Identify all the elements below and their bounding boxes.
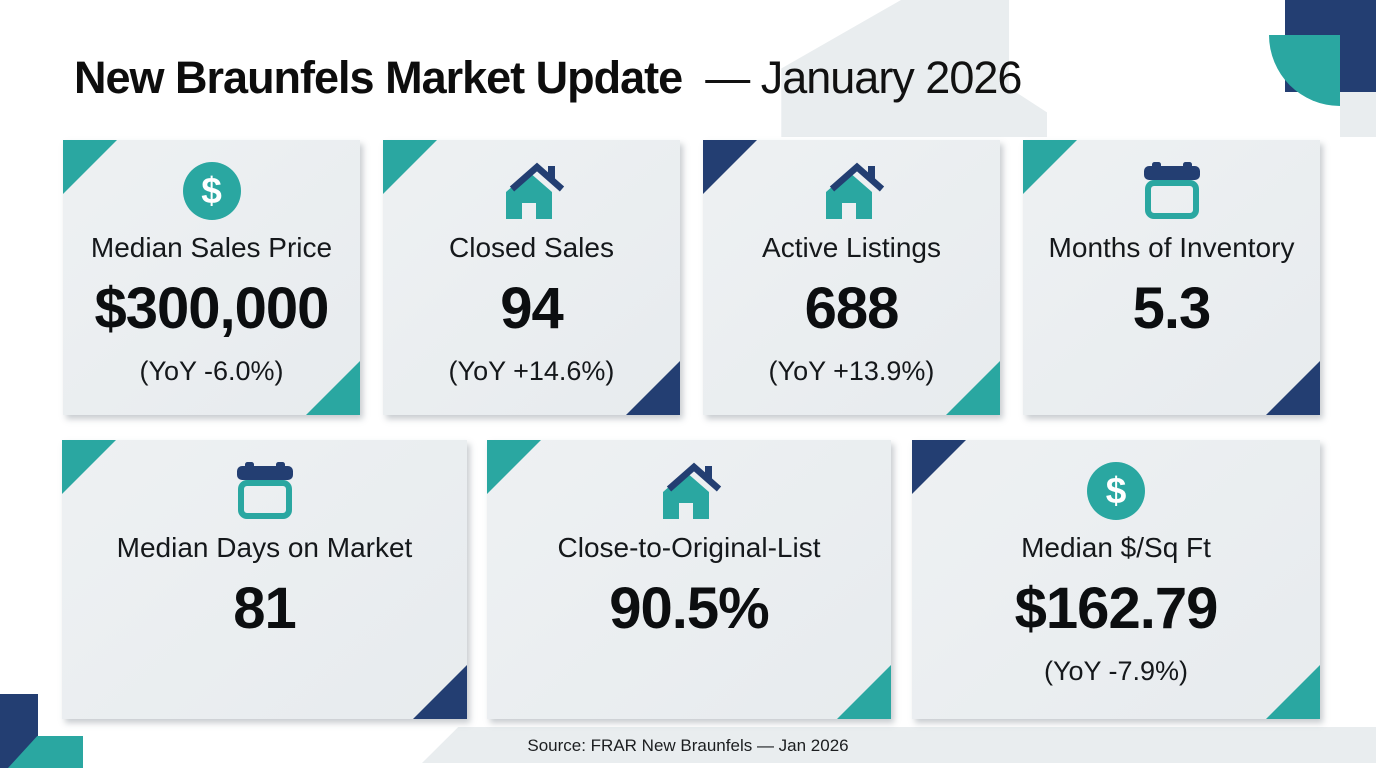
calendar-icon	[1023, 162, 1320, 220]
house-icon	[383, 162, 680, 222]
calendar-icon	[62, 462, 467, 520]
page-title: New Braunfels Market Update — January 20…	[74, 52, 1022, 104]
stat-value: 688	[804, 276, 900, 341]
decor-footer-band	[422, 727, 1376, 763]
stat-card-median-sales-price: $ Median Sales Price $300,000 (YoY -6.0%…	[63, 140, 360, 415]
stat-value: 90.5%	[609, 576, 769, 641]
source-attribution: Source: FRAR New Braunfels — Jan 2026	[527, 736, 849, 755]
stat-yoy: (YoY -6.0%)	[139, 356, 284, 386]
decor-teal-quarter-circle	[1269, 35, 1340, 106]
corner-triangle-teal	[837, 665, 891, 719]
house-icon	[487, 462, 891, 522]
stat-yoy: (YoY +14.6%)	[448, 356, 615, 386]
stat-card-months-of-inventory: Months of Inventory 5.3	[1023, 140, 1320, 415]
corner-triangle-navy	[413, 665, 467, 719]
dollar-icon: $	[63, 162, 360, 220]
stat-label: Closed Sales	[449, 232, 614, 263]
stat-label: Median Days on Market	[116, 532, 413, 563]
stat-card-median-days-on-market: Median Days on Market 81	[62, 440, 467, 719]
stat-value: 81	[233, 576, 297, 641]
page-title-main: New Braunfels Market Update	[74, 52, 683, 103]
house-icon	[703, 162, 1000, 222]
stat-label: Months of Inventory	[1048, 232, 1295, 263]
stat-value: 94	[500, 276, 564, 341]
stat-label: Median Sales Price	[90, 232, 333, 263]
decor-grey-strip	[1340, 92, 1376, 137]
stat-card-closed-sales: Closed Sales 94 (YoY +14.6%)	[383, 140, 680, 415]
stat-label: Median $/Sq Ft	[1021, 532, 1211, 563]
stat-label: Close-to-Original-List	[557, 532, 821, 563]
stat-yoy: (YoY -7.9%)	[1043, 656, 1189, 686]
stat-value: $162.79	[1014, 576, 1219, 641]
stat-yoy: (YoY +13.9%)	[768, 356, 935, 386]
page-title-period: — January 2026	[705, 52, 1022, 103]
stat-label: Active Listings	[762, 232, 941, 263]
stat-card-active-listings: Active Listings 688 (YoY +13.9%)	[703, 140, 1000, 415]
stat-value: 5.3	[1132, 276, 1212, 341]
dollar-icon: $	[912, 462, 1320, 520]
stat-card-median-price-per-sqft: $ Median $/Sq Ft $162.79 (YoY -7.9%)	[912, 440, 1320, 719]
stat-card-close-to-original-list: Close-to-Original-List 90.5%	[487, 440, 891, 719]
stat-value: $300,000	[94, 276, 330, 341]
corner-triangle-navy	[1266, 361, 1320, 415]
